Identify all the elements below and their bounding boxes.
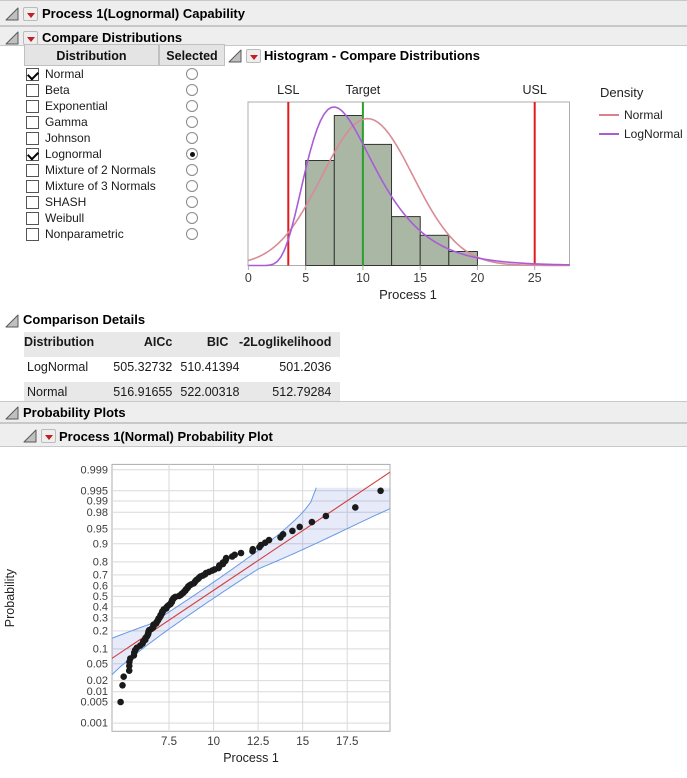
svg-text:0.2: 0.2	[93, 625, 108, 637]
svg-text:20: 20	[470, 271, 484, 285]
svg-text:0.005: 0.005	[80, 697, 108, 709]
svg-text:0.999: 0.999	[80, 465, 108, 477]
svg-text:0: 0	[245, 271, 252, 285]
svg-text:5: 5	[302, 271, 309, 285]
svg-text:LSL: LSL	[277, 83, 299, 97]
svg-text:USL: USL	[523, 83, 547, 97]
svg-text:10: 10	[207, 736, 220, 748]
svg-text:0.001: 0.001	[80, 718, 108, 730]
svg-text:15: 15	[413, 271, 427, 285]
svg-text:0.95: 0.95	[87, 524, 108, 536]
svg-text:Density: Density	[600, 85, 644, 100]
svg-text:Process 1: Process 1	[223, 751, 279, 765]
svg-text:Target: Target	[346, 83, 381, 97]
svg-text:0.98: 0.98	[87, 507, 108, 519]
svg-text:10: 10	[356, 271, 370, 285]
svg-text:LogNormal: LogNormal	[624, 127, 683, 141]
svg-text:25: 25	[528, 271, 542, 285]
svg-text:0.8: 0.8	[93, 556, 108, 568]
svg-text:0.1: 0.1	[93, 643, 108, 655]
svg-text:0.99: 0.99	[87, 496, 108, 508]
svg-text:7.5: 7.5	[161, 736, 177, 748]
svg-text:Process 1: Process 1	[379, 287, 437, 302]
svg-text:17.5: 17.5	[336, 736, 358, 748]
svg-text:0.3: 0.3	[93, 612, 108, 624]
svg-text:Probability: Probability	[3, 568, 17, 627]
svg-text:0.9: 0.9	[93, 538, 108, 550]
svg-text:Normal: Normal	[624, 108, 663, 122]
svg-text:0.05: 0.05	[87, 658, 108, 670]
svg-text:12.5: 12.5	[247, 736, 269, 748]
svg-text:15: 15	[296, 736, 309, 748]
